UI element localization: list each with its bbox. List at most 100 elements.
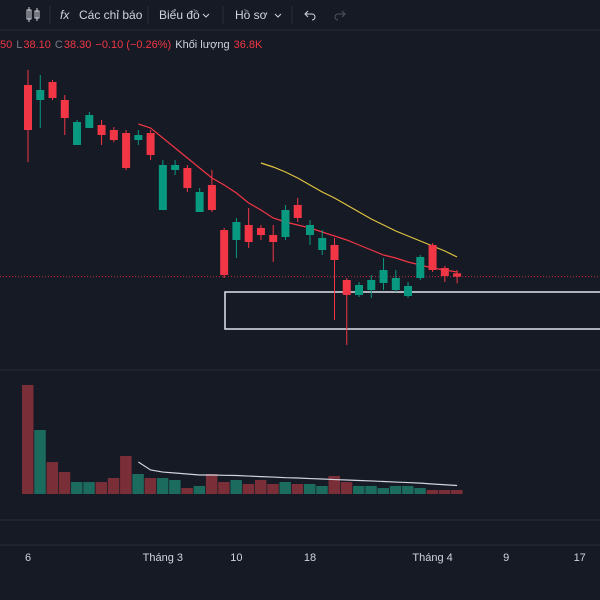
candle-body (97, 125, 106, 135)
legend-item: 38.10 (23, 39, 51, 51)
toolbar (0, 0, 600, 30)
volume-bar (451, 490, 463, 494)
candle-body (318, 238, 327, 250)
volume-bar (107, 478, 120, 494)
candle-body (256, 228, 265, 235)
legend: 50 L 38.10 C 38.30 −0.10 (−0.26%) Khối lượng 36… (0, 39, 263, 51)
moving-average-line (138, 123, 458, 273)
volume-bar (254, 479, 267, 494)
legend-item: C (55, 39, 63, 51)
profile-button[interactable]: Hồ sơ (235, 8, 268, 22)
volume-bar (414, 488, 426, 494)
candle-body (281, 210, 290, 237)
candle-body (24, 85, 32, 130)
volume-average-line (138, 461, 458, 487)
volume-bar (34, 429, 46, 494)
volume-bar (316, 485, 328, 494)
volume-bar (193, 485, 206, 494)
volume-bar (181, 488, 193, 494)
candle-body (440, 268, 449, 276)
candle-body (207, 185, 216, 210)
volume-bar (205, 474, 218, 494)
candle-body (48, 82, 57, 98)
volume-bar (144, 478, 157, 494)
candle-body (330, 245, 339, 260)
volume-bar (365, 485, 377, 494)
volume-bar (402, 485, 414, 494)
candle-body (158, 165, 167, 210)
x-tick-label: 10 (230, 552, 242, 564)
indicators-button[interactable]: Các chỉ báo (79, 8, 143, 22)
volume-bar (279, 482, 291, 494)
volume-bar (291, 484, 304, 494)
volume-bar (22, 384, 34, 494)
legend-item: L (16, 39, 22, 51)
x-tick-label: 9 (503, 552, 509, 564)
x-tick-label: 6 (25, 552, 31, 564)
volume-bar (353, 485, 365, 494)
volume-bar (377, 488, 390, 494)
candle-body (183, 168, 192, 188)
fx-icon[interactable]: fx (60, 8, 70, 22)
x-tick-label: Tháng 4 (412, 552, 452, 564)
candle-body (428, 245, 437, 270)
candle-body (60, 100, 69, 118)
redo-button[interactable] (334, 10, 346, 21)
legend-item: −0.10 (−0.26%) (95, 39, 171, 51)
dropdown-icon[interactable] (274, 13, 282, 18)
volume-bar (71, 482, 83, 494)
candle-body (146, 133, 155, 155)
candle-body (85, 115, 94, 128)
x-tick-label: 18 (304, 552, 316, 564)
candle-body (367, 280, 376, 290)
volume-bar (156, 478, 169, 494)
drawn-rectangle[interactable] (224, 291, 600, 330)
candle-body (122, 133, 131, 168)
legend-item: Khối lượng (175, 39, 229, 51)
candle-body (195, 192, 204, 212)
candle-body (109, 130, 118, 140)
volume-bar (230, 479, 242, 494)
volume-bar (58, 472, 71, 494)
volume-bar (120, 455, 132, 494)
candle-body (416, 257, 425, 278)
volume-bar (218, 482, 230, 494)
volume-bar (95, 482, 108, 494)
candle-body (404, 286, 413, 296)
candle-body (269, 235, 278, 242)
volume-bar (267, 484, 279, 494)
volume-bar (83, 482, 95, 494)
candle-body (453, 273, 462, 277)
chart-type-button[interactable]: Biểu đồ (159, 8, 200, 22)
legend-item: 38.30 (64, 39, 92, 51)
candle-body (379, 270, 388, 283)
candle-body (355, 285, 364, 295)
volume-bar (340, 482, 353, 494)
dropdown-icon[interactable] (202, 13, 210, 18)
candle-body (293, 205, 302, 218)
volume-bar (46, 462, 59, 494)
volume-bar (169, 479, 181, 494)
volume-bar (242, 484, 255, 494)
volume-bar (328, 475, 340, 494)
legend-item: 36.8K (234, 39, 263, 51)
candle-body (391, 278, 400, 290)
x-tick-label: Tháng 3 (143, 552, 183, 564)
candle-body (342, 280, 351, 295)
candle-body (36, 90, 45, 100)
volume-bar (438, 489, 451, 494)
volume-bar (389, 485, 402, 494)
volume-bar (132, 474, 144, 494)
undo-button[interactable] (304, 10, 316, 21)
candle-body (73, 122, 82, 145)
legend-item: 50 (0, 39, 12, 51)
x-tick-label: 17 (574, 552, 586, 564)
candle-body (244, 225, 253, 242)
volume-bar (303, 484, 316, 494)
candle-body (305, 225, 314, 235)
candle-body (134, 135, 143, 140)
candles-icon[interactable] (26, 7, 40, 22)
candle-body (232, 222, 241, 240)
